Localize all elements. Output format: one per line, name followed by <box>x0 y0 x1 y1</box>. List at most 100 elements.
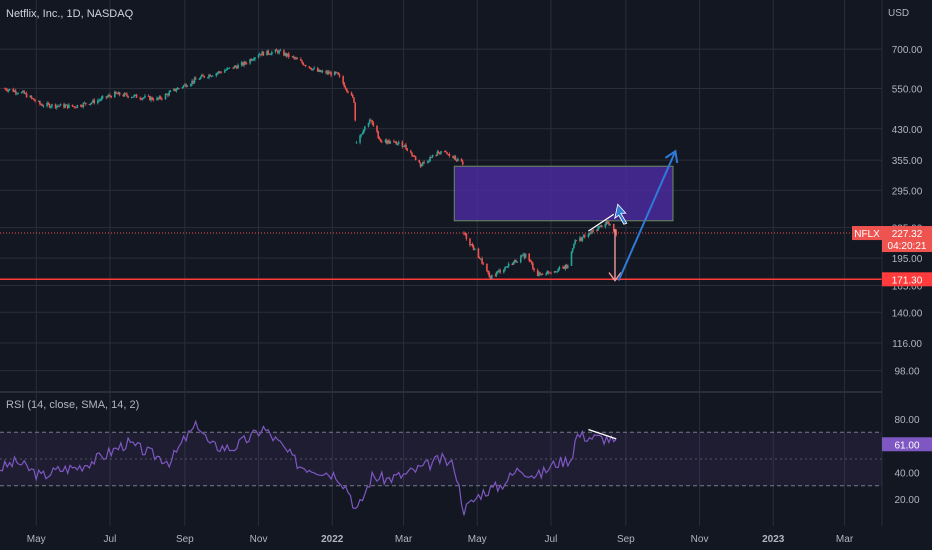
candle-body <box>470 244 473 246</box>
candle-body <box>355 142 358 144</box>
candle-body <box>454 156 457 160</box>
candle-body <box>538 272 540 276</box>
candle <box>167 93 169 98</box>
candle-body <box>446 152 448 154</box>
candle <box>347 90 349 94</box>
candle <box>371 119 373 125</box>
candle-body <box>17 93 19 95</box>
down-arrow-head <box>608 272 622 282</box>
candle-body <box>208 74 210 78</box>
candle-body <box>39 101 41 104</box>
candle-body <box>6 90 9 92</box>
candle <box>380 140 383 144</box>
candle-body <box>570 251 573 266</box>
candle <box>237 63 239 69</box>
candle <box>127 95 129 99</box>
candle-body <box>267 50 270 54</box>
candle <box>283 49 285 57</box>
candle <box>304 64 307 68</box>
price-badge: 227.32 04:20:21 <box>882 226 932 253</box>
candle-body <box>480 258 482 260</box>
down-arrow[interactable] <box>608 229 622 282</box>
candle <box>519 254 522 264</box>
price-trendline[interactable] <box>588 213 615 232</box>
candle-body <box>107 95 110 97</box>
candle <box>296 57 299 60</box>
candle <box>219 71 221 74</box>
candle <box>325 69 328 75</box>
candle <box>295 56 297 60</box>
candle-body <box>49 106 52 108</box>
candle <box>412 155 415 158</box>
candle-body <box>134 94 137 96</box>
candle <box>428 159 430 163</box>
candle-body <box>240 62 243 65</box>
candle <box>393 139 395 143</box>
candle-body <box>496 270 499 273</box>
candle-body <box>539 272 541 275</box>
candle <box>368 118 371 125</box>
candle-body <box>14 90 17 94</box>
candle <box>41 103 44 107</box>
candle <box>557 268 559 273</box>
candle-body <box>101 96 104 98</box>
candle-body <box>344 87 347 89</box>
candle <box>92 98 94 104</box>
candle-body <box>118 92 121 96</box>
rsi-divergence-line[interactable] <box>588 428 617 440</box>
candle <box>511 262 514 266</box>
candle-body <box>216 72 219 74</box>
projection-arrow-shaft <box>617 150 677 281</box>
candle <box>396 142 399 146</box>
candle <box>388 138 390 145</box>
candle-body <box>144 95 146 98</box>
candle-body <box>98 100 100 101</box>
candle-body <box>316 67 319 72</box>
time-axis[interactable]: May Jul Sep Nov 2022 Mar May Jul Sep Nov 2023 Mar <box>27 534 854 545</box>
candle-body <box>135 94 138 98</box>
candle-body <box>464 233 466 235</box>
resistance-zone[interactable] <box>453 165 674 222</box>
candle-body <box>109 95 111 97</box>
candle <box>443 150 446 153</box>
candle <box>597 225 599 231</box>
candle-body <box>337 72 340 75</box>
candle <box>178 87 180 90</box>
candle-body <box>580 237 582 241</box>
candle-body <box>186 86 189 87</box>
candle-body <box>66 104 69 109</box>
symbol-title[interactable]: Netflix, Inc., 1D, NASDAQ <box>6 8 134 20</box>
candle-body <box>481 258 483 264</box>
candle <box>228 67 231 69</box>
candle <box>372 121 375 127</box>
candle-body <box>587 234 590 237</box>
price-axis[interactable]: 700.00550.00430.00355.00295.00235.00195.… <box>892 45 923 378</box>
candle-body <box>132 96 134 98</box>
candle <box>378 136 381 140</box>
candle-body <box>409 150 412 153</box>
candle-body <box>262 51 265 56</box>
candle-body <box>592 230 595 232</box>
candle <box>130 96 133 99</box>
candle <box>267 49 270 56</box>
candle-body <box>310 68 313 70</box>
candle <box>211 75 214 77</box>
candle-body <box>388 140 390 144</box>
candle <box>414 155 417 161</box>
candle <box>326 70 329 75</box>
candle <box>573 243 575 249</box>
candle-body <box>453 156 456 159</box>
projection-arrow[interactable] <box>617 149 679 281</box>
candle <box>546 270 549 275</box>
rsi-axis[interactable]: 80.00 40.00 20.00 <box>894 415 919 506</box>
candle <box>140 97 143 100</box>
rsi-indicator-label[interactable]: RSI (14, close, SMA, 14, 2) <box>6 399 140 411</box>
candle-body <box>124 93 127 95</box>
candle-body <box>312 68 314 70</box>
candle-body <box>266 50 268 56</box>
candle <box>327 70 330 76</box>
candle-body <box>354 102 357 121</box>
candle-body <box>48 104 51 108</box>
candle-body <box>523 254 526 258</box>
